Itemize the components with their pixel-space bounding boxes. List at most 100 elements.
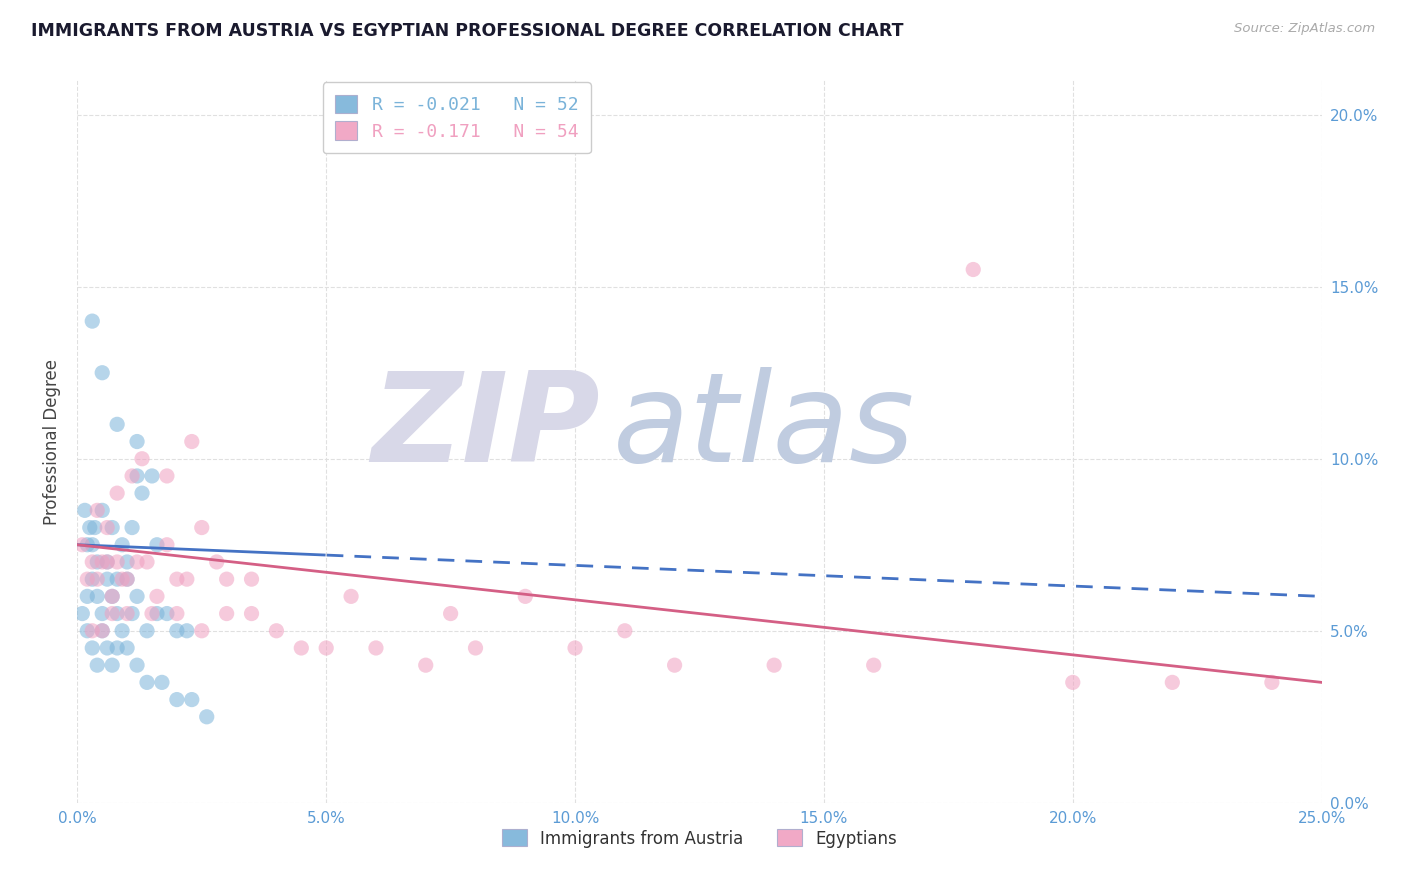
Text: atlas: atlas bbox=[613, 367, 914, 488]
Point bbox=[76, 624, 98, 638]
Point bbox=[91, 366, 114, 380]
Point bbox=[91, 624, 114, 638]
Point bbox=[82, 555, 104, 569]
Point bbox=[180, 692, 202, 706]
Text: ZIP: ZIP bbox=[371, 367, 600, 488]
Point bbox=[101, 658, 124, 673]
Point bbox=[121, 520, 143, 534]
Point bbox=[962, 262, 984, 277]
Point bbox=[105, 572, 128, 586]
Point bbox=[156, 469, 179, 483]
Text: IMMIGRANTS FROM AUSTRIA VS EGYPTIAN PROFESSIONAL DEGREE CORRELATION CHART: IMMIGRANTS FROM AUSTRIA VS EGYPTIAN PROF… bbox=[31, 22, 904, 40]
Point bbox=[115, 607, 138, 621]
Point bbox=[105, 486, 128, 500]
Point bbox=[156, 538, 179, 552]
Point bbox=[176, 624, 198, 638]
Point bbox=[146, 590, 169, 604]
Point bbox=[136, 675, 159, 690]
Point bbox=[166, 607, 188, 621]
Point bbox=[290, 640, 312, 655]
Point bbox=[96, 520, 118, 534]
Point bbox=[125, 658, 148, 673]
Point bbox=[91, 607, 114, 621]
Point bbox=[76, 572, 98, 586]
Point bbox=[101, 590, 124, 604]
Point bbox=[266, 624, 288, 638]
Point bbox=[101, 590, 124, 604]
Point bbox=[96, 555, 118, 569]
Point bbox=[195, 710, 218, 724]
Point bbox=[664, 658, 686, 673]
Point bbox=[86, 503, 108, 517]
Point bbox=[166, 572, 188, 586]
Point bbox=[415, 658, 437, 673]
Point bbox=[105, 607, 128, 621]
Point bbox=[73, 503, 96, 517]
Point bbox=[82, 538, 104, 552]
Point bbox=[115, 572, 138, 586]
Point bbox=[150, 675, 173, 690]
Text: Source: ZipAtlas.com: Source: ZipAtlas.com bbox=[1234, 22, 1375, 36]
Point bbox=[86, 572, 108, 586]
Point bbox=[111, 624, 134, 638]
Point bbox=[111, 538, 134, 552]
Point bbox=[121, 607, 143, 621]
Point bbox=[101, 607, 124, 621]
Point bbox=[131, 451, 153, 466]
Point bbox=[76, 590, 98, 604]
Point bbox=[166, 624, 188, 638]
Point bbox=[101, 520, 124, 534]
Point bbox=[131, 486, 153, 500]
Point bbox=[191, 520, 214, 534]
Point bbox=[96, 572, 118, 586]
Point bbox=[205, 555, 228, 569]
Point bbox=[1261, 675, 1284, 690]
Point bbox=[79, 520, 101, 534]
Point bbox=[240, 572, 263, 586]
Point bbox=[115, 640, 138, 655]
Point bbox=[166, 692, 188, 706]
Point bbox=[115, 572, 138, 586]
Point bbox=[763, 658, 786, 673]
Point bbox=[76, 538, 98, 552]
Point bbox=[464, 640, 486, 655]
Point bbox=[121, 469, 143, 483]
Point bbox=[105, 555, 128, 569]
Point bbox=[82, 624, 104, 638]
Point bbox=[340, 590, 363, 604]
Point bbox=[83, 520, 105, 534]
Point bbox=[191, 624, 214, 638]
Point bbox=[115, 555, 138, 569]
Point bbox=[439, 607, 461, 621]
Point bbox=[862, 658, 884, 673]
Point bbox=[136, 624, 159, 638]
Point bbox=[315, 640, 337, 655]
Point bbox=[91, 555, 114, 569]
Point bbox=[82, 640, 104, 655]
Point bbox=[180, 434, 202, 449]
Point bbox=[1062, 675, 1084, 690]
Point bbox=[364, 640, 387, 655]
Y-axis label: Professional Degree: Professional Degree bbox=[44, 359, 62, 524]
Point bbox=[86, 555, 108, 569]
Point bbox=[156, 607, 179, 621]
Point bbox=[72, 607, 94, 621]
Point bbox=[125, 469, 148, 483]
Point bbox=[91, 624, 114, 638]
Point bbox=[1161, 675, 1184, 690]
Point bbox=[564, 640, 586, 655]
Point bbox=[125, 590, 148, 604]
Point bbox=[176, 572, 198, 586]
Point bbox=[146, 538, 169, 552]
Point bbox=[82, 314, 104, 328]
Point bbox=[141, 469, 163, 483]
Point bbox=[125, 434, 148, 449]
Point bbox=[146, 607, 169, 621]
Point bbox=[96, 555, 118, 569]
Point bbox=[96, 640, 118, 655]
Point bbox=[141, 607, 163, 621]
Point bbox=[72, 538, 94, 552]
Point bbox=[240, 607, 263, 621]
Point bbox=[105, 417, 128, 432]
Point bbox=[111, 572, 134, 586]
